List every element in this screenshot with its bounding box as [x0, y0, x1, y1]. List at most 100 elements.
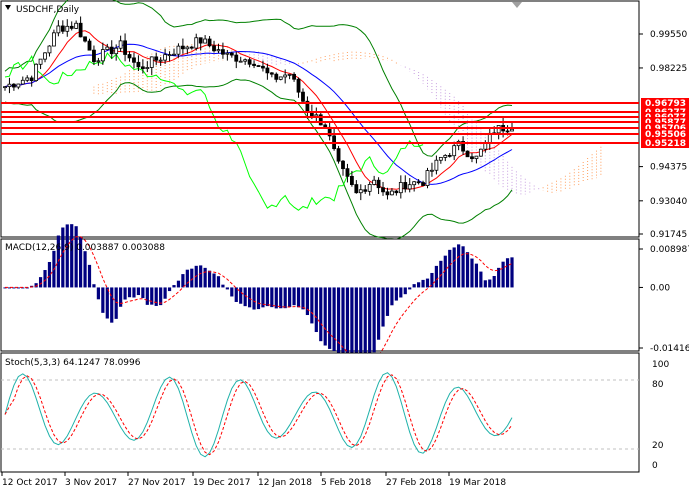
candle-body — [87, 40, 92, 51]
candle-body — [430, 169, 434, 172]
macd-bar — [7, 287, 12, 289]
candle-body — [136, 61, 141, 68]
macd-bar — [474, 263, 479, 288]
macd-bar — [425, 278, 430, 288]
time-axis-label: 3 Nov 2017 — [65, 478, 117, 488]
candle-body — [212, 45, 216, 52]
macd-bar — [443, 255, 447, 288]
candle-body — [123, 40, 127, 55]
macd-bar — [96, 287, 100, 300]
candle-body — [145, 67, 150, 69]
candle-body — [452, 145, 457, 157]
macd-bar — [167, 287, 172, 292]
candle-body — [100, 49, 105, 62]
candle-body — [274, 73, 279, 80]
time-axis-label: 19 Mar 2018 — [449, 478, 506, 488]
candle-body — [358, 189, 363, 194]
candle-body — [11, 83, 16, 88]
macd-bar — [43, 270, 47, 288]
price-panel[interactable]: USDCHF,Daily 0.99550 0.98225 0.94375 0.9304… — [0, 0, 689, 240]
stochastic-panel[interactable]: Stoch(5,3,3) 64.1247 78.0996 100 80 20 0 — [0, 352, 669, 473]
candle-body — [385, 191, 390, 196]
macd-bar — [172, 285, 176, 288]
candle-body — [229, 52, 234, 56]
candle-body — [478, 148, 483, 157]
macd-bar — [399, 287, 403, 298]
macd-bar — [123, 287, 127, 300]
macd-bar — [101, 287, 105, 313]
price-axis-label: 0.91745 — [650, 230, 687, 240]
macd-bar — [417, 282, 421, 288]
macd-bar — [359, 287, 363, 374]
macd-bar — [119, 287, 123, 307]
candle-body — [381, 187, 385, 193]
price-axis-label: 0.99550 — [650, 30, 687, 40]
candle-body — [114, 47, 119, 55]
macd-bar — [350, 287, 354, 370]
time-axis-label: 5 Feb 2018 — [321, 478, 372, 488]
time-axis-label: 19 Dec 2017 — [193, 478, 251, 488]
macd-bar — [332, 287, 336, 352]
macd-bar — [3, 287, 7, 289]
symbol-menu-icon[interactable] — [5, 5, 11, 10]
macd-bar — [243, 287, 247, 307]
candle-body — [7, 83, 12, 88]
candle-body — [292, 73, 296, 80]
macd-label: MACD(12,26,9) 0.003887 0.003088 — [5, 243, 165, 253]
level-tag-label: 0.95218 — [645, 139, 686, 149]
macd-bar — [457, 244, 461, 288]
macd-bar — [230, 287, 234, 297]
candle-body — [443, 154, 448, 158]
time-axis-label: 27 Feb 2018 — [386, 478, 442, 488]
macd-bar — [510, 257, 514, 288]
candle-body — [83, 36, 87, 42]
candle-body — [3, 86, 7, 89]
candle-body — [398, 182, 403, 194]
candle-body — [296, 78, 301, 93]
macd-bar — [270, 287, 274, 308]
macd-bar — [25, 287, 29, 289]
macd-bar — [354, 287, 358, 374]
candle-body — [198, 37, 203, 44]
macd-bar — [47, 261, 52, 288]
candle-body — [252, 63, 256, 66]
macd-bar — [381, 287, 385, 327]
macd-bar — [145, 287, 149, 305]
macd-panel[interactable]: MACD(12,26,9) 0.003887 0.003088 0.008987… — [0, 224, 689, 374]
macd-bar — [70, 224, 74, 288]
macd-bar — [190, 268, 194, 288]
candle-body — [265, 67, 270, 74]
candle-body — [341, 160, 345, 170]
candle-body — [185, 46, 190, 50]
candle-body — [238, 60, 243, 63]
macd-bar — [252, 287, 256, 310]
macd-bar — [61, 227, 65, 288]
candle-body — [323, 124, 328, 128]
macd-bar — [12, 287, 16, 289]
candle-body — [105, 46, 110, 50]
macd-bar — [403, 287, 407, 295]
macd-bar — [470, 258, 474, 288]
macd-bar — [465, 252, 470, 288]
macd-bar — [87, 264, 92, 288]
candle-body — [403, 182, 408, 190]
candle-body — [425, 170, 430, 186]
macd-bar — [336, 287, 341, 356]
chart-shift-marker-icon[interactable] — [512, 2, 522, 8]
macd-bar — [261, 287, 265, 308]
macd-bar — [497, 267, 501, 288]
macd-bar — [452, 247, 456, 288]
candle-body — [56, 25, 61, 34]
macd-bar — [207, 270, 212, 288]
macd-bar — [181, 274, 185, 288]
macd-bar — [408, 287, 412, 290]
bollinger-upper — [4, 0, 513, 157]
candle-body — [434, 159, 439, 171]
level-tag-label: 0.95506 — [645, 130, 686, 140]
level-price-tags: 0.967930.962770.960770.958770.957060.955… — [641, 98, 689, 149]
candle-body — [176, 45, 181, 55]
macd-bar — [274, 287, 278, 309]
macd-bar — [74, 226, 78, 288]
candle-body — [47, 45, 52, 54]
